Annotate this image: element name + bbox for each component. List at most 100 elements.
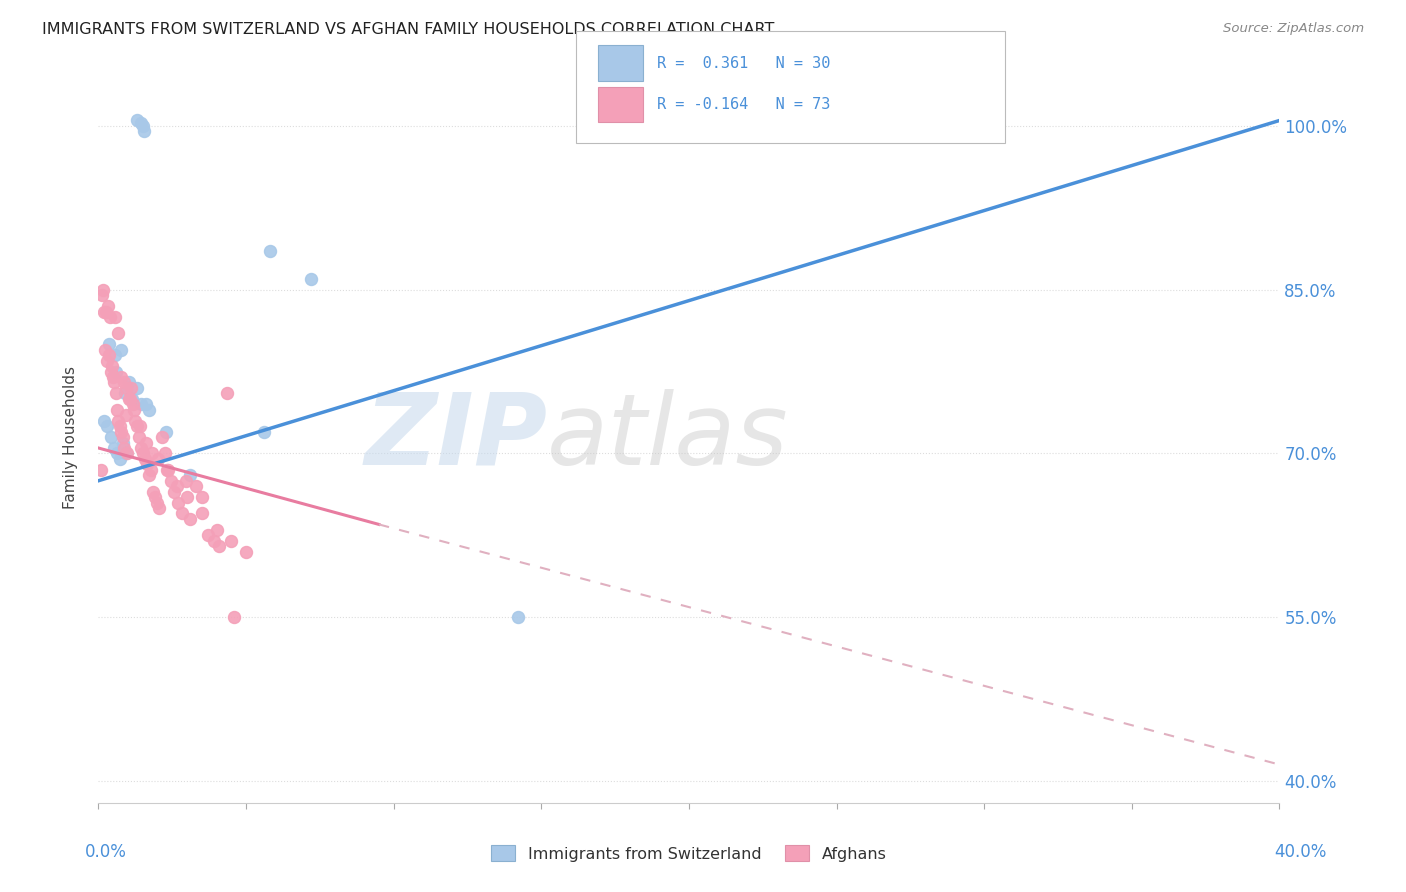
Point [125, 381, 148, 395]
Point [143, 490, 166, 504]
Text: atlas: atlas [547, 389, 789, 485]
Point [104, 310, 127, 324]
Point [94, 343, 117, 357]
Point [96, 353, 118, 368]
Point [107, 414, 129, 428]
Point [235, 545, 257, 559]
Point [221, 533, 243, 548]
Point [112, 441, 135, 455]
Point [100, 430, 122, 444]
Point [97, 348, 120, 362]
Point [112, 376, 135, 390]
Point [166, 495, 188, 509]
Point [146, 495, 169, 509]
Point [100, 359, 122, 373]
Point [142, 484, 165, 499]
Point [136, 458, 159, 472]
Text: ZIP: ZIP [364, 389, 547, 485]
Point [166, 479, 188, 493]
Text: Source: ZipAtlas.com: Source: ZipAtlas.com [1223, 22, 1364, 36]
Point [796, 119, 818, 133]
Point [114, 409, 136, 423]
Point [94, 304, 117, 318]
Point [105, 365, 128, 379]
Point [93, 414, 115, 428]
Point [128, 430, 150, 444]
Point [259, 244, 281, 259]
Point [129, 116, 152, 130]
Point [153, 446, 176, 460]
Point [125, 113, 148, 128]
Text: 0.0%: 0.0% [84, 843, 127, 861]
Point [110, 425, 132, 439]
Text: R =  0.361   N = 30: R = 0.361 N = 30 [657, 56, 830, 70]
Point [118, 376, 141, 390]
Point [101, 370, 124, 384]
Point [146, 451, 169, 466]
Point [179, 512, 201, 526]
Point [103, 376, 125, 390]
Point [107, 326, 129, 341]
Point [120, 392, 142, 406]
Point [170, 507, 193, 521]
Point [124, 414, 146, 428]
Point [121, 381, 143, 395]
Legend: Immigrants from Switzerland, Afghans: Immigrants from Switzerland, Afghans [485, 838, 893, 868]
Point [108, 451, 131, 466]
Point [129, 419, 152, 434]
Point [104, 348, 127, 362]
Point [176, 490, 198, 504]
Point [191, 507, 214, 521]
Point [132, 119, 155, 133]
Point [139, 463, 162, 477]
Point [91, 288, 114, 302]
Point [104, 386, 127, 401]
Point [114, 446, 136, 460]
Point [124, 402, 146, 417]
Point [197, 528, 219, 542]
Point [150, 430, 173, 444]
Point [97, 337, 120, 351]
Point [202, 533, 225, 548]
Point [127, 419, 149, 434]
Point [191, 490, 214, 504]
Point [105, 402, 128, 417]
Point [97, 299, 120, 313]
Point [117, 446, 139, 460]
Point [103, 441, 125, 455]
Point [110, 343, 132, 357]
Point [135, 397, 157, 411]
Point [122, 397, 145, 411]
Point [208, 539, 231, 553]
Point [174, 474, 197, 488]
Text: R = -0.164   N = 73: R = -0.164 N = 73 [657, 97, 830, 112]
Point [132, 446, 155, 460]
Point [105, 446, 128, 460]
Text: IMMIGRANTS FROM SWITZERLAND VS AFGHAN FAMILY HOUSEHOLDS CORRELATION CHART: IMMIGRANTS FROM SWITZERLAND VS AFGHAN FA… [42, 22, 775, 37]
Text: 40.0%: 40.0% [1274, 843, 1327, 861]
Point [98, 310, 121, 324]
Point [163, 484, 186, 499]
Point [129, 441, 152, 455]
Point [159, 474, 181, 488]
Point [100, 365, 122, 379]
Point [224, 610, 246, 624]
Point [93, 304, 115, 318]
Point [115, 381, 138, 395]
Point [506, 610, 529, 624]
Point [129, 397, 152, 411]
Y-axis label: Family Households: Family Households [63, 366, 77, 508]
Point [111, 435, 134, 450]
Point [156, 463, 179, 477]
Point [148, 501, 170, 516]
Point [138, 468, 160, 483]
Point [90, 463, 112, 477]
Point [155, 425, 177, 439]
Point [253, 425, 276, 439]
Point [141, 446, 163, 460]
Point [215, 386, 238, 401]
Point [134, 451, 156, 466]
Point [96, 419, 118, 434]
Point [114, 386, 136, 401]
Point [138, 402, 160, 417]
